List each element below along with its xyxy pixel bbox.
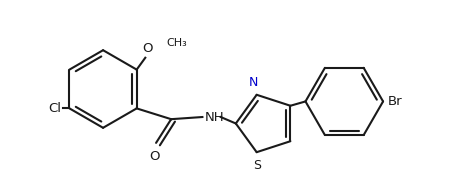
Text: O: O (150, 150, 160, 163)
Text: S: S (253, 159, 261, 172)
Text: O: O (142, 41, 153, 54)
Text: CH₃: CH₃ (167, 38, 188, 48)
Text: Cl: Cl (48, 102, 61, 115)
Text: N: N (249, 76, 258, 89)
Text: NH: NH (205, 111, 224, 124)
Text: Br: Br (387, 95, 402, 108)
